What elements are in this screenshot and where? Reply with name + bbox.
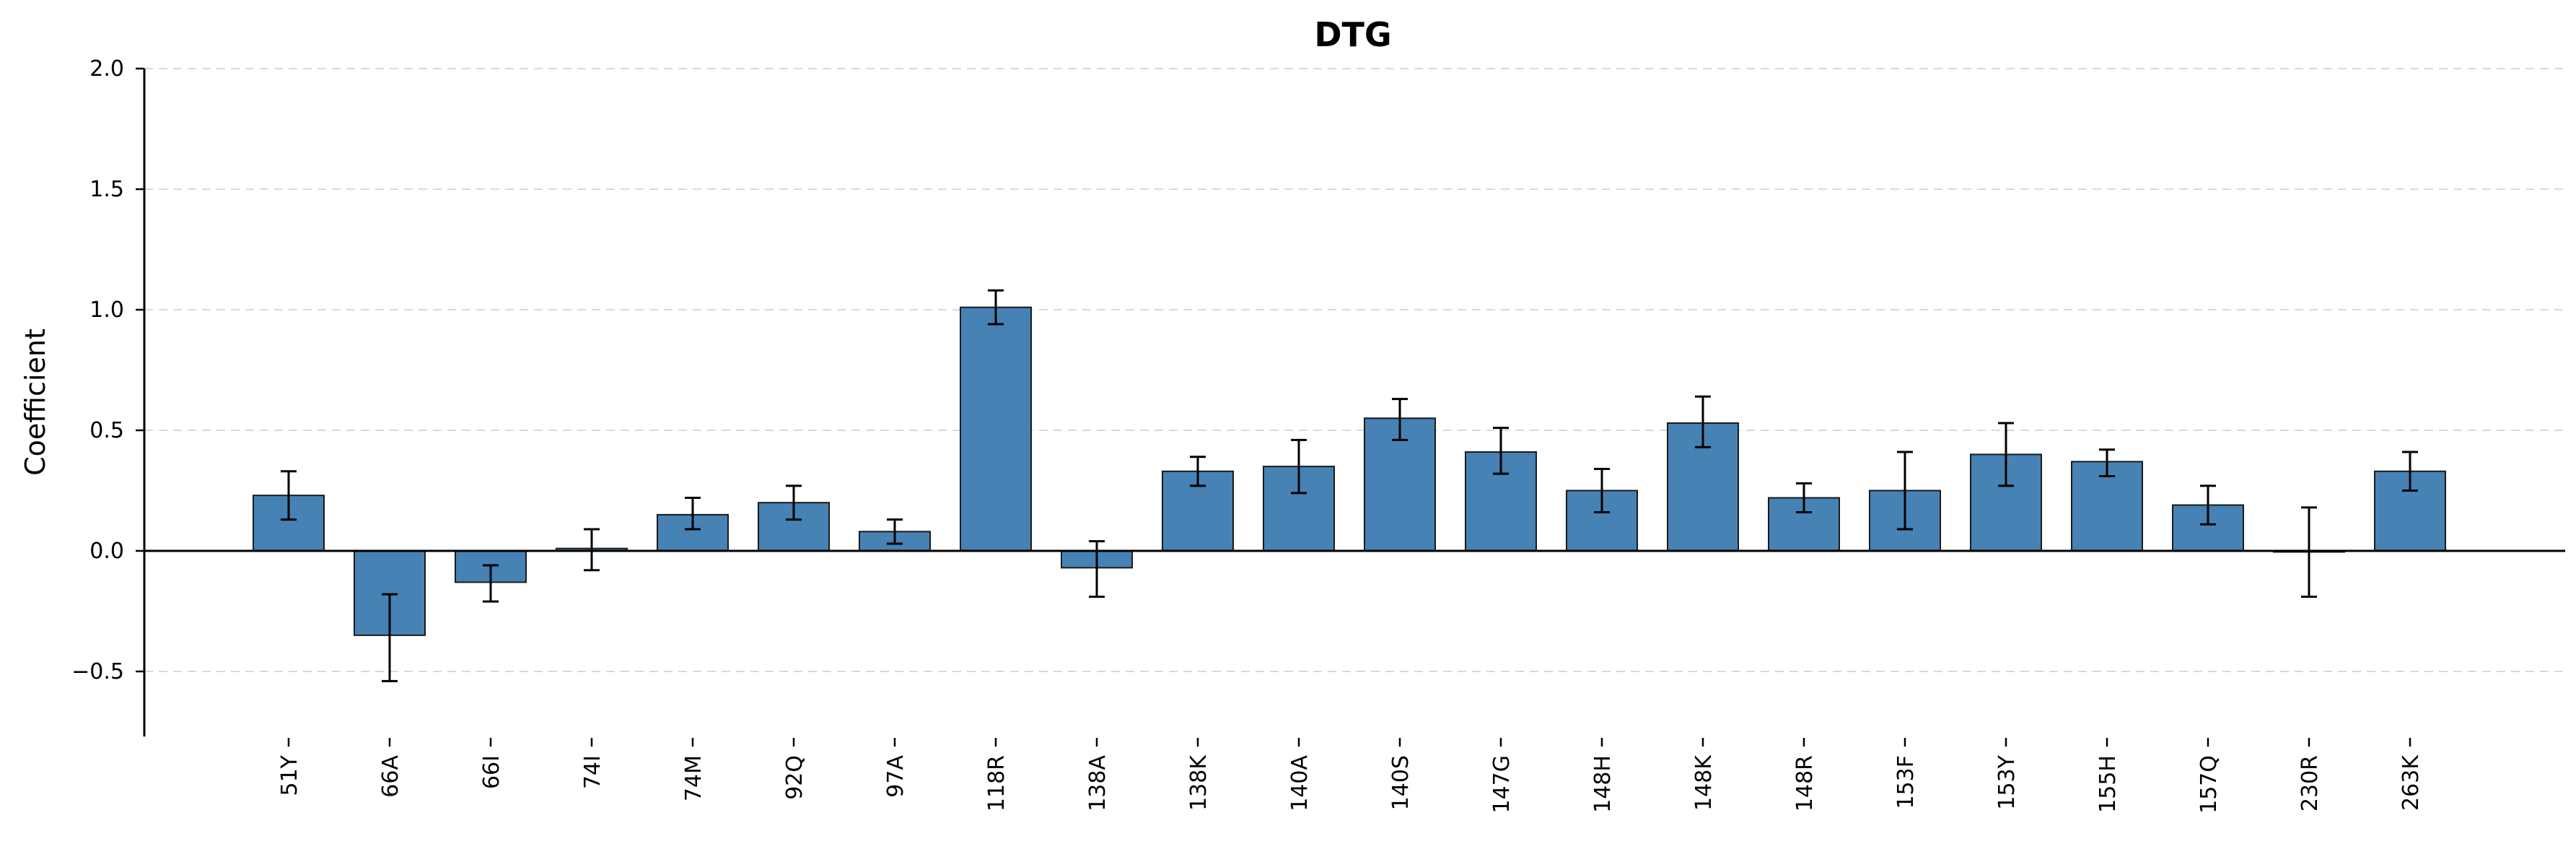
x-tick-label: 138A [1085,755,1110,812]
y-tick-label: 1.5 [89,177,124,202]
x-tick-label: 157Q [2196,755,2222,814]
bar [960,306,1032,552]
x-tick-label: 148H [1590,755,1616,813]
x-tick-label: 148K [1691,754,1717,811]
x-tick-label: 148R [1792,755,1818,812]
chart-title: DTG [1314,15,1391,54]
x-tick-label: 74I [580,755,605,789]
x-tick-label: 74M [681,755,706,801]
x-tick-label: 138K [1186,754,1212,811]
x-tick-label: 51Y [277,754,302,796]
error-bars [281,289,2418,682]
y-tick-label: −0.5 [71,659,124,684]
y-axis-label: Coefficient [19,329,51,476]
y-tick-label: 0.0 [89,539,124,564]
x-tick-label: 230R [2297,755,2323,812]
x-tick-label: 147G [1489,755,1515,814]
y-tick-label: 0.5 [89,418,124,443]
x-tick-label: 263K [2398,754,2424,811]
x-tick-label: 140A [1287,755,1313,812]
x-ticks: 51Y 66A 66I 74I 74M 92Q 97A 118R 138A 138K 140A 140… [277,738,2424,814]
x-tick-label: 118R [984,755,1009,812]
x-tick-label: 155H [2095,755,2121,813]
x-tick-label: 66I [479,755,504,789]
x-tick-label: 66A [378,755,403,798]
bar [1768,497,1840,552]
y-ticks: −0.5 0.0 0.5 1.0 1.5 2.0 [71,56,144,684]
x-tick-label: 97A [883,755,908,798]
x-tick-label: 153F [1893,755,1919,809]
x-tick-label: 153Y [1994,754,2020,809]
y-tick-label: 1.0 [89,297,124,323]
axes [143,69,2565,737]
x-tick-label: 140S [1388,755,1414,810]
y-tick-label: 2.0 [89,56,124,82]
x-tick-label: 92Q [782,755,807,800]
bars [253,306,2446,636]
